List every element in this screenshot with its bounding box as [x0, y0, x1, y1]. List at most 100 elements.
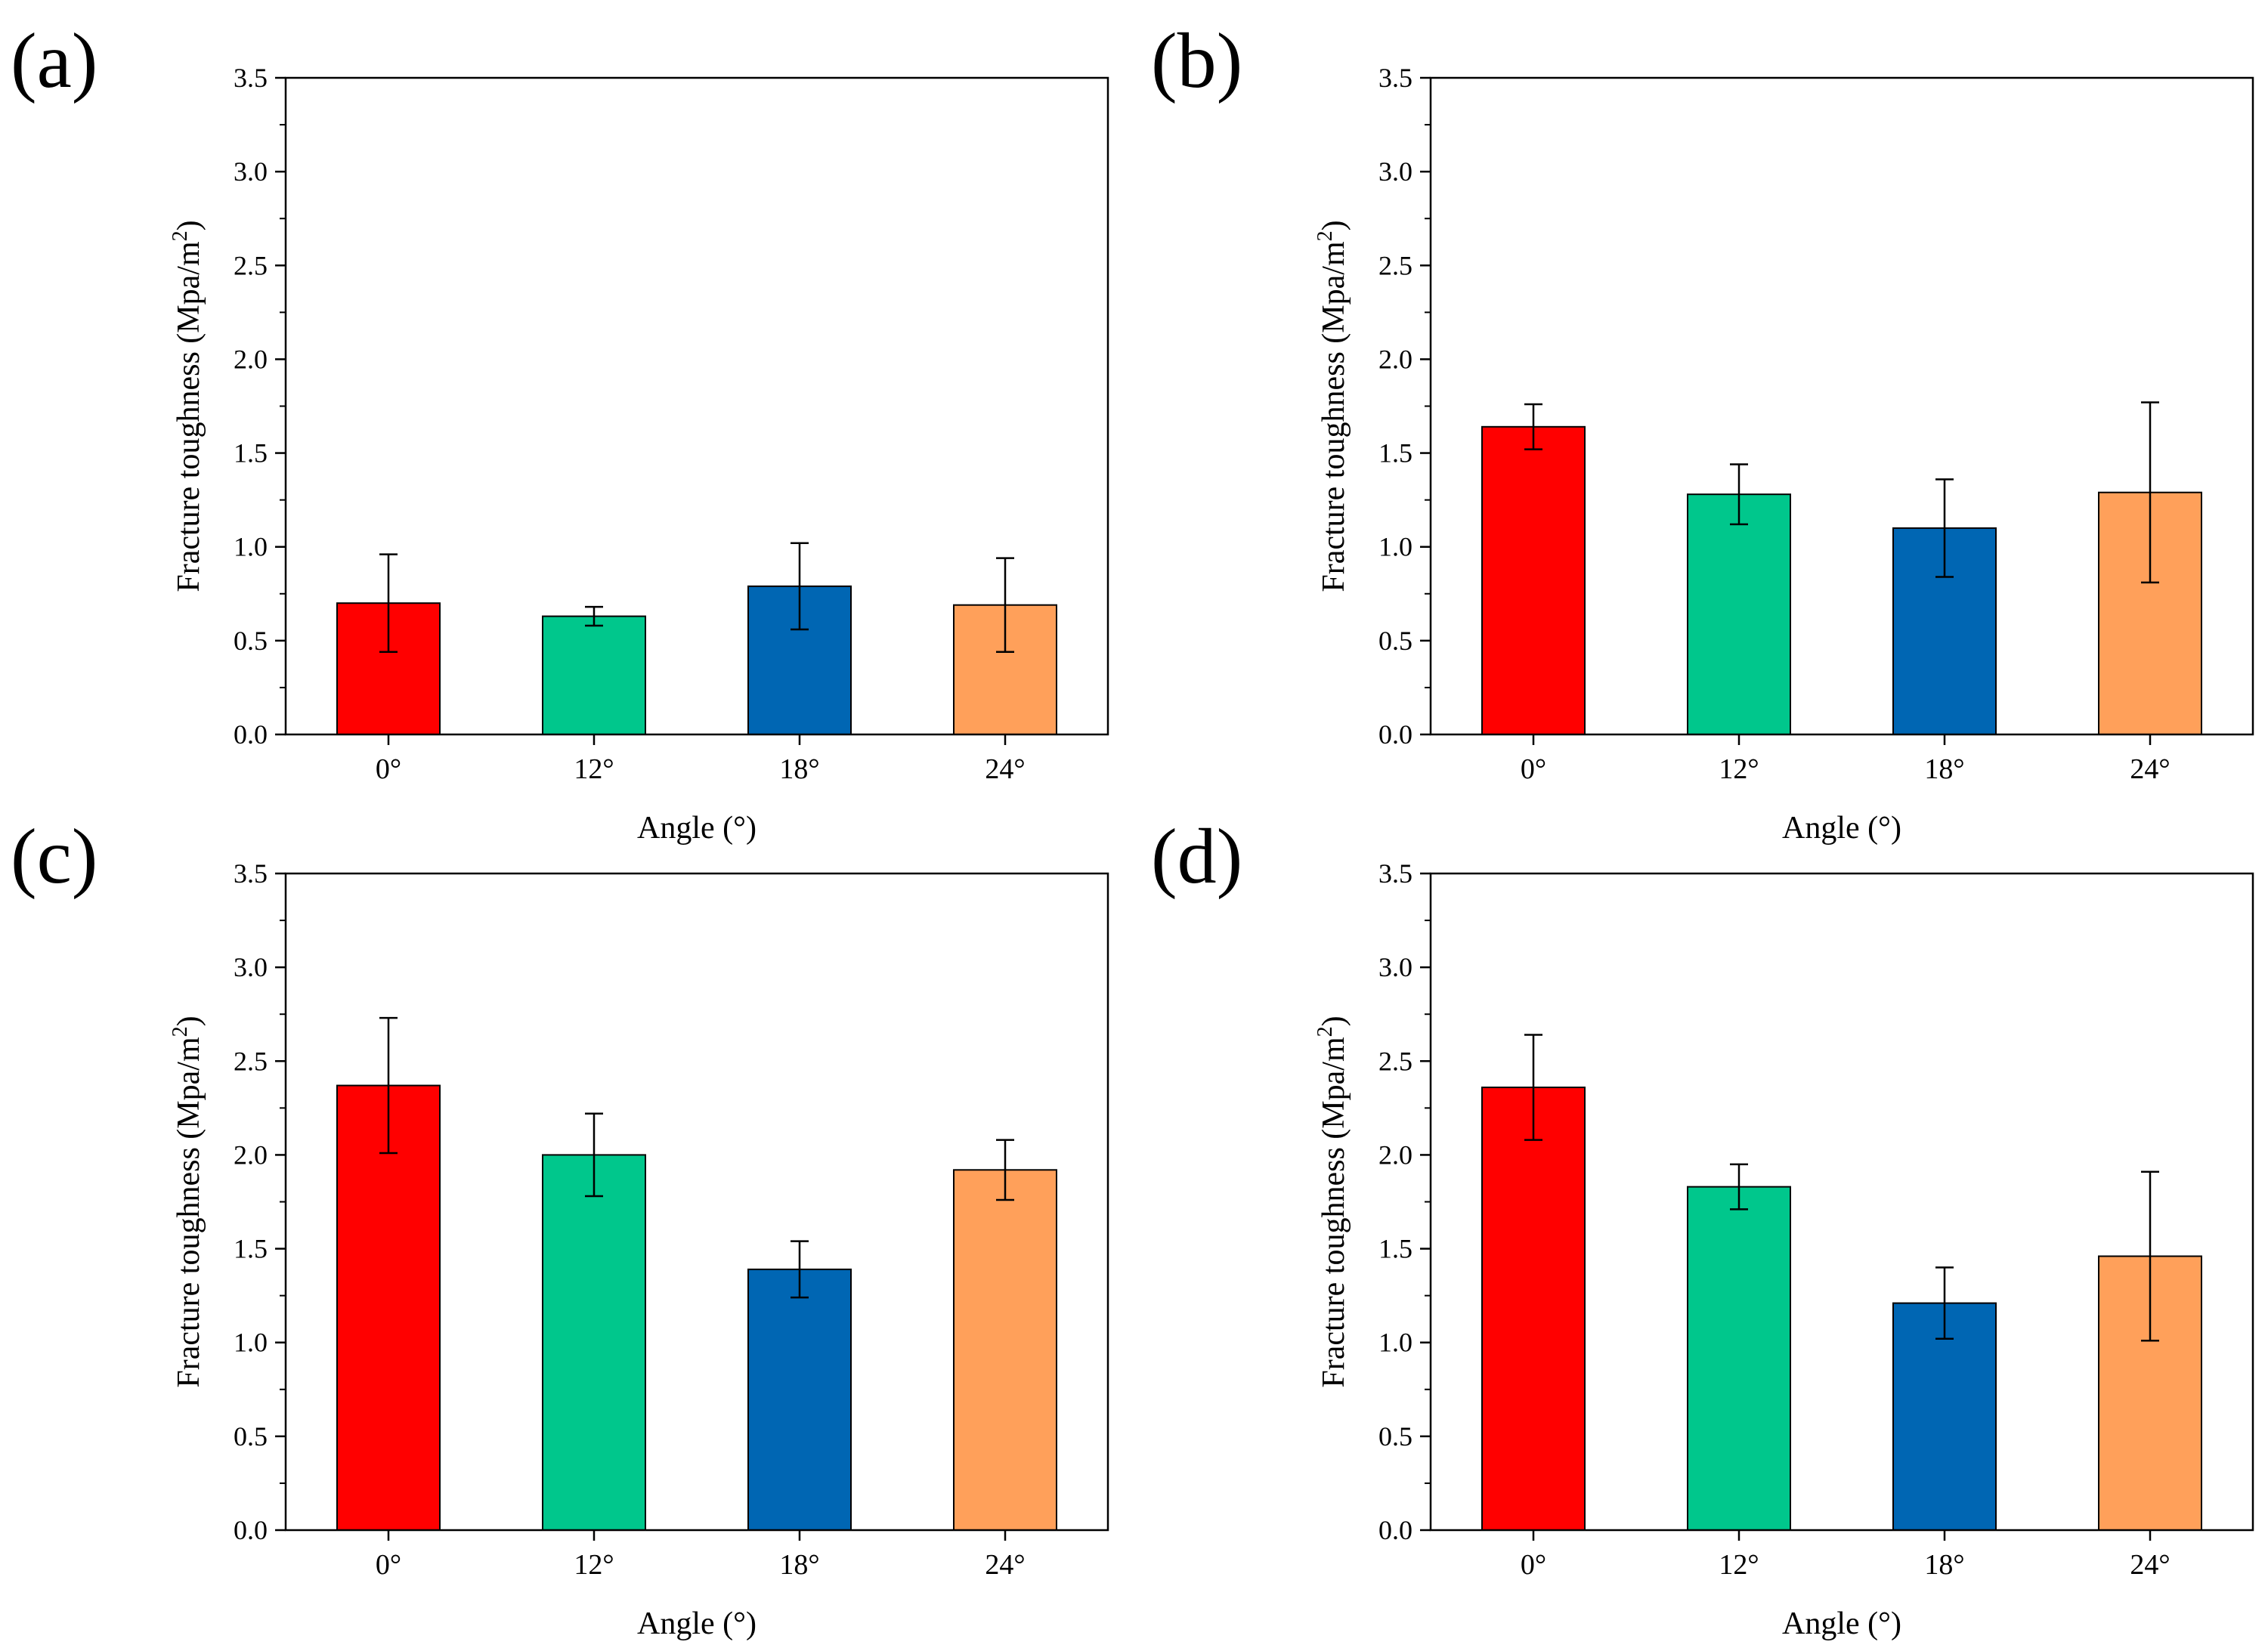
- error-bar-1: [379, 1016, 398, 1155]
- y-tick-label: 1.0: [1378, 1328, 1412, 1358]
- x-tick-label: 18°: [779, 1549, 819, 1581]
- x-tick-label: 0°: [376, 753, 401, 785]
- bar-2: [542, 1154, 646, 1532]
- y-tick-label: 1.5: [1378, 1234, 1412, 1264]
- x-tick-label: 24°: [2130, 1549, 2170, 1581]
- y-tick-label: 3.5: [234, 63, 268, 93]
- x-axis-title: Angle (°): [1782, 811, 1901, 846]
- x-tick-label: 18°: [779, 753, 819, 785]
- x-tick-label: 24°: [985, 753, 1025, 785]
- y-tick-label: 0.0: [234, 1515, 268, 1545]
- error-bar-1: [1524, 403, 1542, 450]
- y-tick-label: 2.0: [234, 344, 268, 374]
- error-bar-2: [585, 1112, 603, 1198]
- y-tick-label: 0.5: [1378, 1421, 1412, 1452]
- y-axis-title-main: Fracture toughness (Mpa/m: [1317, 241, 1351, 592]
- x-axis-title: Angle (°): [1782, 1606, 1901, 1641]
- y-axis-title: Fracture toughness (Mpa/m2): [169, 220, 206, 592]
- y-axis-title: Fracture toughness (Mpa/m2): [169, 1016, 206, 1387]
- error-bar-3: [1935, 1266, 1954, 1340]
- x-tick-label: 18°: [1924, 1549, 1964, 1581]
- y-tick-label: 3.5: [234, 858, 268, 889]
- y-tick-label: 0.0: [234, 719, 268, 750]
- error-bar-1: [1524, 1034, 1542, 1141]
- y-axis-title-sup: 2: [1313, 230, 1337, 241]
- y-tick-label: 3.0: [234, 952, 268, 982]
- panel-label: (a): [11, 17, 97, 104]
- y-tick-label: 1.5: [234, 1234, 268, 1264]
- x-axis-title: Angle (°): [637, 811, 757, 846]
- error-bar-2: [1730, 463, 1748, 526]
- y-axis-title-end: ): [1317, 220, 1351, 230]
- y-tick-label: 0.5: [1378, 626, 1412, 656]
- x-tick-label: 12°: [1719, 753, 1759, 785]
- x-tick-label: 18°: [1924, 753, 1964, 785]
- y-tick-label: 0.0: [1378, 1515, 1412, 1545]
- error-bar-3: [1935, 478, 1954, 578]
- error-bar-4: [996, 1139, 1014, 1201]
- y-tick-label: 1.0: [234, 532, 268, 562]
- bar-1: [1481, 425, 1586, 735]
- y-axis-title-end: ): [172, 1016, 206, 1026]
- y-axis-title-sup: 2: [169, 1026, 192, 1037]
- error-bar-4: [2141, 1170, 2159, 1342]
- y-tick-label: 0.5: [234, 1421, 268, 1452]
- x-tick-label: 12°: [1719, 1549, 1759, 1581]
- y-axis-title-main: Fracture toughness (Mpa/m: [1317, 1037, 1351, 1388]
- y-tick-label: 2.0: [1378, 1139, 1412, 1170]
- bar-2: [1687, 1186, 1791, 1531]
- y-tick-label: 2.5: [234, 250, 268, 280]
- y-tick-label: 2.5: [234, 1046, 268, 1076]
- bar-2: [1687, 493, 1791, 735]
- error-bar-4: [996, 557, 1014, 654]
- y-tick-label: 3.5: [1378, 63, 1412, 93]
- panel-label: (c): [11, 813, 97, 900]
- y-tick-label: 0.0: [1378, 719, 1412, 750]
- error-bar-2: [1730, 1163, 1748, 1210]
- y-tick-label: 1.0: [1378, 532, 1412, 562]
- y-tick-label: 2.0: [1378, 344, 1412, 374]
- y-tick-label: 2.5: [1378, 1046, 1412, 1076]
- x-tick-label: 12°: [574, 753, 614, 785]
- panel-label: (d): [1151, 813, 1242, 900]
- y-tick-label: 1.5: [234, 438, 268, 468]
- bar-1: [336, 1084, 441, 1531]
- chart-panel-4: (d) 0.0 0.5 1.0 1.5 2.0 2.5 3.0 3.5 0° 12° 18° 24° An…: [1151, 813, 2254, 1641]
- y-tick-label: 2.0: [234, 1139, 268, 1170]
- x-tick-label: 0°: [1521, 1549, 1546, 1581]
- y-axis-title-end: ): [1317, 1016, 1351, 1026]
- panel-label: (b): [1151, 17, 1242, 104]
- bar-4: [953, 1169, 1057, 1531]
- chart-panel-1: (a) 0.0 0.5 1.0 1.5 2.0 2.5 3.0 3.5 0° 12° 18° 24° An…: [11, 17, 1109, 846]
- bar-2: [542, 615, 646, 736]
- y-axis-title: Fracture toughness (Mpa/m2): [1313, 1016, 1351, 1387]
- y-axis-title-main: Fracture toughness (Mpa/m: [172, 241, 206, 592]
- y-axis-title-main: Fracture toughness (Mpa/m: [172, 1037, 206, 1388]
- error-bar-4: [2141, 401, 2159, 584]
- bar-3: [1892, 1302, 1997, 1532]
- x-tick-label: 12°: [574, 1549, 614, 1581]
- y-tick-label: 2.5: [1378, 250, 1412, 280]
- error-bar-1: [379, 553, 398, 654]
- error-bar-3: [791, 1240, 809, 1299]
- x-axis-title: Angle (°): [637, 1606, 757, 1641]
- y-tick-label: 3.0: [234, 156, 268, 187]
- bar-1: [1481, 1087, 1586, 1531]
- error-bar-2: [585, 605, 603, 627]
- bar-3: [747, 1268, 852, 1531]
- y-axis-title-sup: 2: [1313, 1026, 1337, 1037]
- error-bar-3: [791, 542, 809, 631]
- y-tick-label: 1.5: [1378, 438, 1412, 468]
- x-tick-label: 24°: [2130, 753, 2170, 785]
- y-tick-label: 3.0: [1378, 156, 1412, 187]
- x-tick-label: 0°: [376, 1549, 401, 1581]
- x-tick-label: 24°: [985, 1549, 1025, 1581]
- y-tick-label: 3.5: [1378, 858, 1412, 889]
- y-tick-label: 0.5: [234, 626, 268, 656]
- y-tick-label: 1.0: [234, 1328, 268, 1358]
- x-tick-label: 0°: [1521, 753, 1546, 785]
- y-axis-title-sup: 2: [169, 230, 192, 241]
- y-tick-label: 3.0: [1378, 952, 1412, 982]
- y-axis-title: Fracture toughness (Mpa/m2): [1313, 220, 1351, 592]
